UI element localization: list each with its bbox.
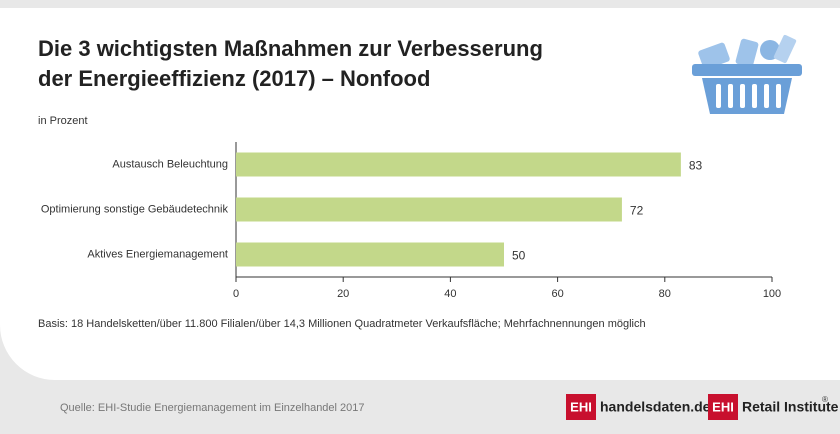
basket-icon <box>692 34 802 114</box>
value-label: 72 <box>630 204 644 218</box>
logo-badge-text: EHI <box>570 399 592 414</box>
bar <box>236 242 504 267</box>
card <box>0 8 840 380</box>
logos: EHI handelsdaten.de EHI Retail Institute® <box>566 394 839 420</box>
y-tick-label: Austausch Beleuchtung <box>112 158 228 170</box>
bar <box>236 197 622 222</box>
chart-title: Die 3 wichtigsten Maßnahmen zur Verbesse… <box>38 36 543 61</box>
chart-title: der Energieeffizienz (2017) – Nonfood <box>38 66 430 91</box>
logo-text: handelsdaten.de <box>600 399 711 415</box>
subtitle: in Prozent <box>38 115 88 127</box>
source: Quelle: EHI-Studie Energiemanagement im … <box>60 402 365 414</box>
x-tick-label: 20 <box>337 288 349 300</box>
logo-badge <box>566 394 596 420</box>
logo-text: Retail Institute <box>742 399 839 415</box>
note: Basis: 18 Handelsketten/über 11.800 Fili… <box>38 318 646 330</box>
value-label: 83 <box>689 159 703 173</box>
value-label: 50 <box>512 249 526 263</box>
y-tick-label: Aktives Energiemanagement <box>87 248 228 260</box>
x-tick-label: 0 <box>233 288 239 300</box>
x-tick-label: 60 <box>551 288 563 300</box>
logo-badge <box>708 394 738 420</box>
logo-mark: ® <box>822 395 828 404</box>
x-tick-label: 40 <box>444 288 456 300</box>
x-tick-label: 80 <box>659 288 671 300</box>
bar <box>236 152 681 177</box>
x-tick-label: 100 <box>763 288 781 300</box>
y-tick-label: Optimierung sonstige Gebäudetechnik <box>41 203 229 215</box>
logo-badge-text: EHI <box>712 399 734 414</box>
